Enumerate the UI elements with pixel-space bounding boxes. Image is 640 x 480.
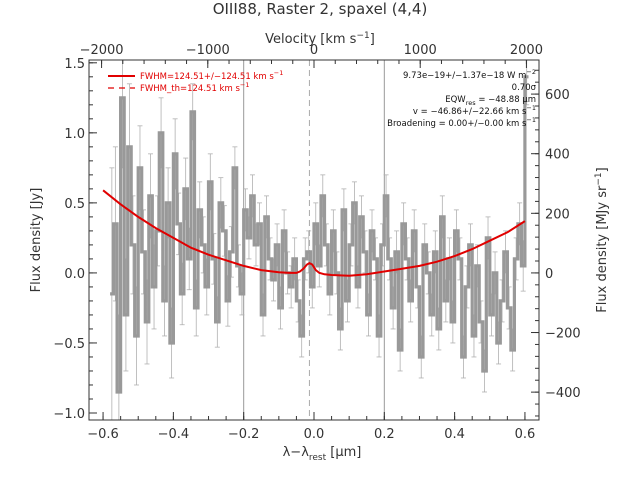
top-tick-label: −2000 [80, 43, 124, 58]
x-tick-label: 0.6 [515, 427, 536, 442]
y-tick-label: 0.0 [64, 267, 85, 282]
legend: FWHM=124.51+/−124.51 km s−1 FWHM_th=124.… [108, 69, 283, 94]
x-tick-label: 0.0 [304, 427, 325, 442]
right-tick-label: 0 [545, 267, 553, 282]
annotation-line-broadening: Broadening = 0.00+/−0.00 km s−1 [387, 116, 536, 129]
y-tick-label: 0.5 [64, 197, 85, 212]
y-tick-label: 1.0 [64, 127, 85, 142]
top-tick-label: 0 [310, 43, 318, 58]
legend-label-fwhm-th: FWHM_th=124.51 km s−1 [140, 81, 249, 94]
x-tick-label: −0.6 [87, 427, 119, 442]
chart-title: OIII88, Raster 2, spaxel (4,4) [213, 0, 428, 18]
x-tick-label: −0.2 [228, 427, 260, 442]
annotation-line-eqw: EQWres = −48.88 μm [445, 95, 536, 107]
right-tick-label: −400 [545, 386, 581, 401]
right-tick-label: 600 [545, 88, 570, 103]
fit-series [102, 189, 526, 277]
y-tick-label: −0.5 [53, 337, 85, 352]
spectrum-line [110, 75, 529, 394]
x-tick-label: −0.4 [158, 427, 190, 442]
top-tick-label: 2000 [510, 43, 543, 58]
y-tick-label: −1.0 [53, 407, 85, 422]
right-tick-label: 400 [545, 148, 570, 163]
data-series [109, 59, 530, 421]
right-tick-label: 200 [545, 207, 570, 222]
y-tick-label: 1.5 [64, 57, 85, 72]
annotation-line-flux: 9.73e−19+/−1.37e−18 W m−2 [403, 68, 536, 81]
annotation-line-sigma: 0.70σ [512, 83, 537, 93]
x-axis-label: λ−λrest [μm] [283, 445, 362, 463]
top-tick-label: 1000 [404, 43, 437, 58]
top-axis-label: Velocity [km s−1] [265, 31, 375, 47]
top-tick-label: −1000 [186, 43, 230, 58]
y-axis-label-left: Flux density [Jy] [29, 188, 44, 293]
annotation-line-velocity: v = −46.86+/−22.66 km s−1 [413, 104, 536, 117]
fit-line [102, 189, 526, 277]
axes: −0.6 −0.4 −0.2 0.0 0.2 0.4 0.6 −1.0 −0.5 0.0 0.5 1.… [53, 43, 580, 442]
fit-annotations: 9.73e−19+/−1.37e−18 W m−2 0.70σ EQWres =… [387, 68, 536, 129]
x-tick-label: 0.2 [374, 427, 395, 442]
right-tick-label: −200 [545, 327, 581, 342]
y-axis-label-right: Flux density [MJy sr−1] [594, 167, 610, 312]
x-tick-label: 0.4 [444, 427, 465, 442]
legend-label-fwhm: FWHM=124.51+/−124.51 km s−1 [140, 69, 283, 82]
